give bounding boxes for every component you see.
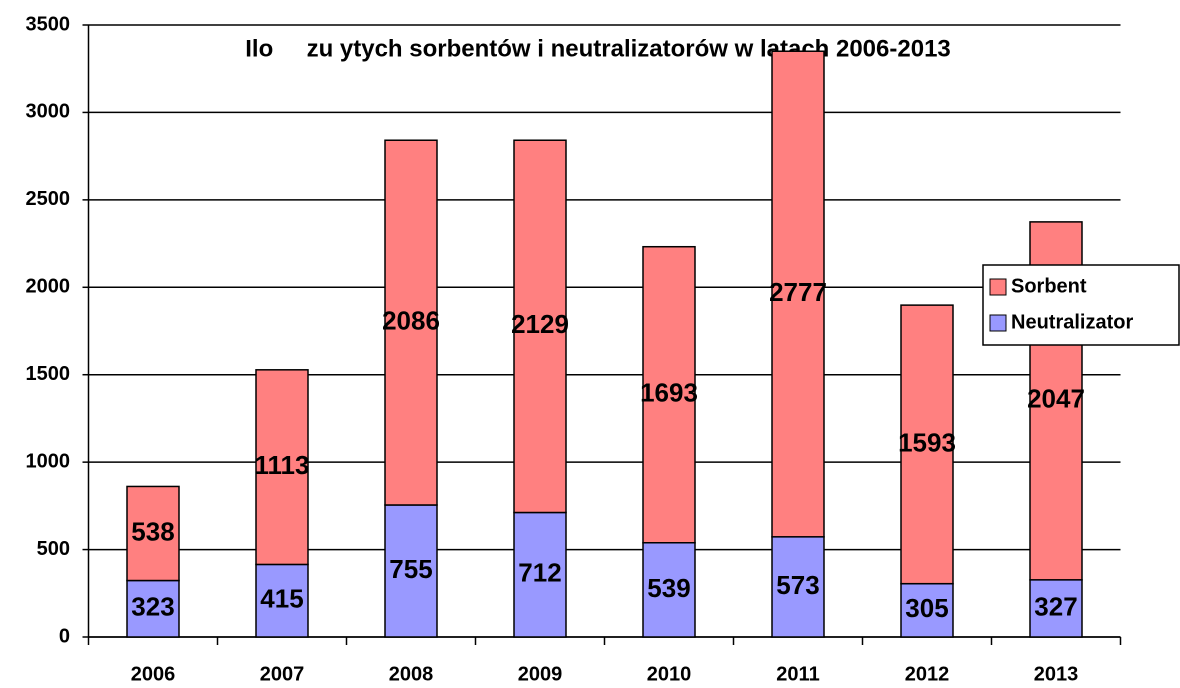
legend-label: Neutralizator	[1011, 311, 1133, 333]
x-tick-label: 2007	[260, 663, 305, 685]
legend-swatch	[989, 278, 1007, 296]
data-label: 305	[905, 593, 948, 623]
x-tick-label: 2012	[905, 663, 950, 685]
data-label: 1113	[255, 450, 310, 480]
bar-segment	[255, 369, 309, 566]
bar-segment	[384, 139, 438, 506]
y-tick-label: 2500	[26, 188, 71, 210]
legend-swatch	[989, 314, 1007, 332]
y-tick-label: 1500	[26, 363, 71, 385]
data-label: 2777	[769, 277, 827, 307]
x-tick-label: 2011	[776, 663, 819, 685]
legend-box	[982, 264, 1180, 346]
data-label: 2047	[1027, 384, 1085, 414]
bar-segment	[642, 542, 696, 638]
x-tick-label: 2009	[518, 663, 563, 685]
bar-segment	[900, 304, 954, 585]
y-tick-label: 1000	[26, 450, 71, 472]
data-label: 1593	[898, 427, 956, 457]
data-label: 539	[647, 573, 690, 603]
bar-segment	[513, 139, 567, 514]
data-label: 415	[260, 584, 303, 614]
data-label: 323	[131, 592, 174, 622]
data-label: 327	[1034, 591, 1077, 621]
bar-segment	[255, 563, 309, 638]
x-tick-label: 2008	[389, 663, 434, 685]
data-label: 2129	[511, 309, 569, 339]
y-tick-label: 0	[59, 625, 70, 647]
bar-segment	[126, 485, 180, 582]
data-label: 1693	[640, 378, 698, 408]
data-label: 712	[518, 558, 561, 588]
bar-segment	[642, 245, 696, 544]
bar-segment	[1029, 579, 1083, 638]
bar-segment	[900, 582, 954, 638]
bar-segment	[771, 50, 825, 538]
x-tick-label: 2013	[1034, 663, 1079, 685]
y-tick-label: 3000	[26, 101, 71, 123]
x-tick-label: 2006	[131, 663, 176, 685]
data-label: 538	[131, 516, 174, 546]
legend-label: Sorbent	[1011, 275, 1087, 297]
y-tick-label: 2000	[26, 276, 71, 298]
data-label: 755	[389, 554, 432, 584]
bar-segment	[126, 579, 180, 638]
x-tick-label: 2010	[647, 663, 692, 685]
data-label: 573	[776, 570, 819, 600]
bar-segment	[513, 511, 567, 638]
data-label: 2086	[382, 305, 440, 335]
bar-segment	[384, 504, 438, 638]
bar-segment	[771, 536, 825, 638]
y-tick-label: 500	[37, 538, 70, 560]
chart-title: Ilo zu ytych sorbentów i neutralizatorów…	[245, 35, 951, 62]
y-tick-label: 3500	[26, 13, 71, 35]
